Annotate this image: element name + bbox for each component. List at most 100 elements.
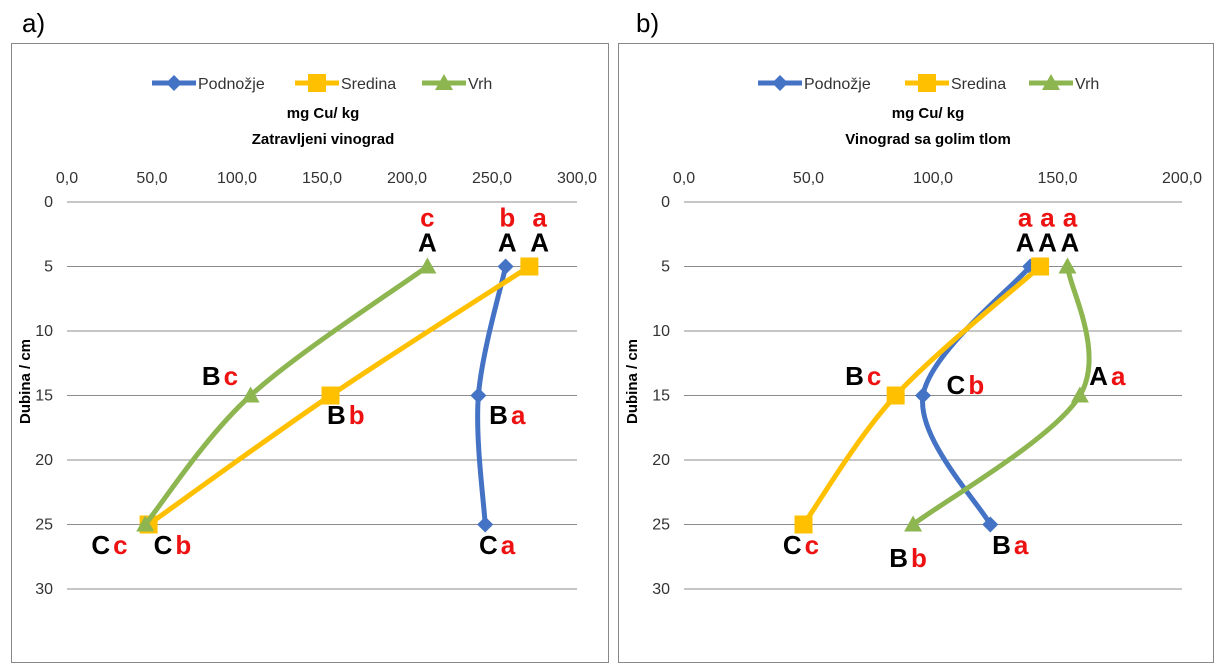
- data-point-sredina: [794, 515, 813, 534]
- annotation-lower: a: [1063, 203, 1078, 233]
- annotation-upper: C: [783, 530, 802, 560]
- annotation-upper: B: [889, 543, 908, 573]
- annotation-lower: a: [501, 530, 516, 560]
- data-point-podnozje: [915, 387, 932, 404]
- data-point-sredina: [321, 386, 340, 405]
- annotation-upper: B: [202, 361, 221, 391]
- y-tick-label: 30: [652, 581, 670, 598]
- series-podnozje: [470, 258, 514, 533]
- annotation-lower: b: [911, 543, 927, 573]
- y-tick-label: 15: [35, 388, 53, 405]
- annotation-upper: C: [154, 530, 173, 560]
- annotation-lower: c: [224, 361, 238, 391]
- x-tick-label: 50,0: [793, 170, 824, 187]
- x-tick-label: 50,0: [136, 170, 167, 187]
- y-axis-label: Dubina / cm: [17, 339, 34, 424]
- data-point-vrh: [418, 257, 437, 274]
- data-point-podnozje: [477, 516, 494, 533]
- data-point-podnozje: [470, 387, 487, 404]
- annotation-upper: B: [845, 361, 864, 391]
- annotation-upper: C: [947, 370, 966, 400]
- y-tick-label: 30: [35, 581, 53, 598]
- x-tick-label: 250,0: [472, 170, 512, 187]
- legend-marker: [166, 75, 182, 91]
- annotation-lower: c: [867, 361, 881, 391]
- y-tick-label: 10: [35, 323, 53, 340]
- x-tick-label: 200,0: [387, 170, 427, 187]
- data-point-podnozje: [497, 258, 514, 275]
- legend-marker: [435, 74, 453, 90]
- y-tick-label: 15: [652, 388, 670, 405]
- panel-letter-a: a): [22, 8, 46, 38]
- x-tick-label: 150,0: [1037, 170, 1077, 187]
- chart-a: Podnožje Sredina Vrh mg Cu/ kg Zatravljeni v…: [17, 74, 597, 598]
- y-tick-label: 20: [652, 452, 670, 469]
- annotation-upper: B: [992, 530, 1011, 560]
- annotation-upper: A: [1061, 228, 1080, 258]
- legend-marker: [1042, 74, 1060, 90]
- y-tick-label: 5: [661, 259, 670, 276]
- legend-item-vrh: Vrh: [422, 74, 492, 93]
- data-point-vrh: [241, 386, 260, 403]
- chart-panel-b: Podnožje Sredina Vrh mg Cu/ kg Vinograd sa g…: [618, 43, 1214, 663]
- legend-item-sredina: Sredina: [295, 74, 396, 93]
- y-axis-label: Dubina / cm: [624, 339, 641, 424]
- annotation-lower: a: [532, 203, 547, 233]
- annotation-upper: C: [91, 530, 110, 560]
- annotation-upper: A: [1089, 361, 1108, 391]
- data-point-sredina: [1031, 257, 1050, 276]
- annotation-lower: b: [349, 400, 365, 430]
- data-point-sredina: [886, 386, 905, 405]
- annotation-lower: c: [420, 203, 434, 233]
- data-point-vrh: [136, 515, 155, 532]
- legend-label: Vrh: [468, 76, 492, 93]
- legend-label: Sredina: [951, 76, 1006, 93]
- chart-title: mg Cu/ kg: [892, 105, 965, 122]
- x-tick-label: 100,0: [217, 170, 257, 187]
- x-tick-label: 150,0: [302, 170, 342, 187]
- legend-label: Sredina: [341, 76, 396, 93]
- series-vrh: [904, 257, 1092, 532]
- legend-item-vrh: Vrh: [1029, 74, 1099, 93]
- x-tick-label: 200,0: [1162, 170, 1202, 187]
- y-tick-label: 10: [652, 323, 670, 340]
- annotation-lower: a: [1014, 530, 1029, 560]
- x-tick-label: 0,0: [673, 170, 695, 187]
- annotation-lower: a: [1018, 203, 1033, 233]
- series-vrh: [136, 257, 437, 532]
- y-tick-label: 25: [652, 517, 670, 534]
- chart-subtitle: Zatravljeni vinograd: [252, 131, 395, 148]
- legend-item-podnozje: Podnožje: [152, 75, 265, 93]
- chart-panel-a: Podnožje Sredina Vrh mg Cu/ kg Zatravljeni v…: [11, 43, 609, 663]
- annotation-upper: A: [418, 228, 437, 258]
- y-tick-label: 0: [661, 194, 670, 211]
- panel-letter-b: b): [636, 8, 660, 38]
- annotation-lower: c: [805, 530, 819, 560]
- legend-item-sredina: Sredina: [905, 74, 1006, 93]
- legend-label: Podnožje: [804, 76, 871, 93]
- y-tick-label: 25: [35, 517, 53, 534]
- data-point-vrh: [1058, 257, 1077, 274]
- annotation-lower: c: [113, 530, 127, 560]
- annotation-lower: a: [511, 400, 526, 430]
- legend-marker: [308, 74, 326, 92]
- x-tick-label: 0,0: [56, 170, 78, 187]
- annotation-upper: C: [479, 530, 498, 560]
- annotation-lower: b: [968, 370, 984, 400]
- series-sredina: [794, 257, 1050, 534]
- data-point-podnozje: [982, 516, 999, 533]
- annotation-lower: b: [499, 203, 515, 233]
- data-point-sredina: [520, 257, 539, 276]
- chart-title: mg Cu/ kg: [287, 105, 360, 122]
- legend-marker: [918, 74, 936, 92]
